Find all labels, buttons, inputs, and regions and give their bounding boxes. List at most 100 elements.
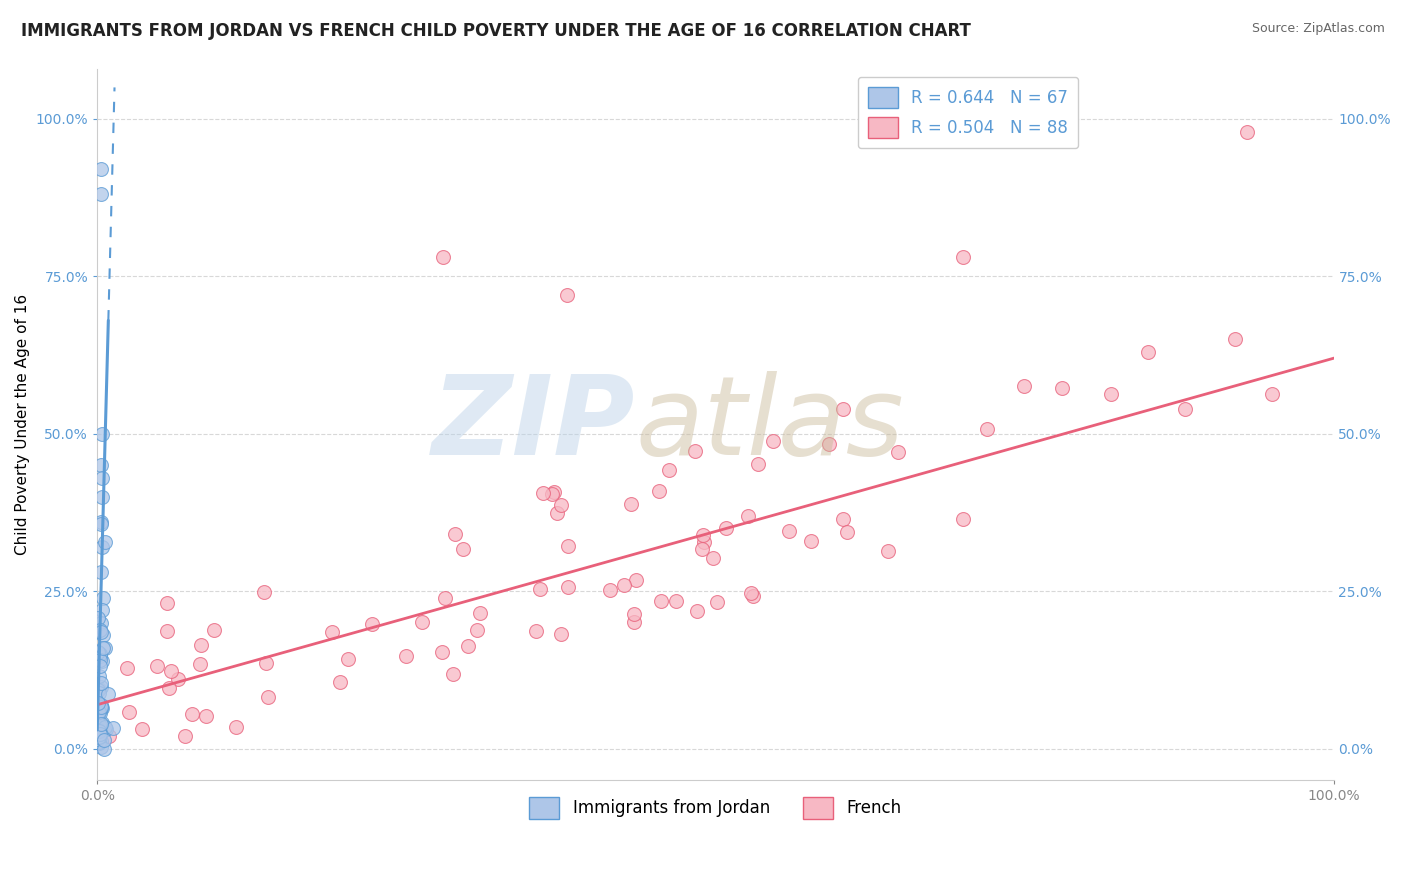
Point — [87, 611, 110, 625]
Point — [457, 639, 479, 653]
Point — [93, 720, 115, 734]
Point — [613, 577, 636, 591]
Legend: Immigrants from Jordan, French: Immigrants from Jordan, French — [523, 790, 908, 825]
Point — [546, 506, 568, 520]
Point — [778, 524, 800, 538]
Point — [1137, 345, 1160, 359]
Point — [557, 539, 579, 553]
Point — [89, 735, 111, 749]
Point — [94, 534, 117, 549]
Point — [101, 721, 124, 735]
Point — [91, 701, 114, 715]
Point — [976, 422, 998, 436]
Point — [145, 658, 167, 673]
Point — [626, 573, 648, 587]
Point — [1260, 386, 1282, 401]
Point — [90, 681, 112, 695]
Point — [714, 521, 737, 535]
Point — [690, 542, 713, 557]
Point — [86, 716, 108, 731]
Point — [91, 490, 114, 504]
Point — [1174, 401, 1197, 416]
Point — [87, 682, 110, 697]
Point — [706, 595, 728, 609]
Point — [202, 624, 225, 638]
Point — [90, 624, 112, 639]
Point — [1099, 387, 1122, 401]
Point — [430, 645, 453, 659]
Point — [1223, 332, 1246, 346]
Point — [98, 729, 121, 743]
Text: atlas: atlas — [636, 371, 904, 478]
Point — [1050, 381, 1073, 395]
Point — [529, 582, 551, 596]
Point — [194, 708, 217, 723]
Point — [190, 638, 212, 652]
Point — [90, 162, 112, 177]
Point — [623, 615, 645, 629]
Point — [623, 607, 645, 622]
Point — [87, 732, 110, 747]
Point — [86, 645, 108, 659]
Point — [97, 687, 120, 701]
Point — [89, 648, 111, 663]
Point — [87, 720, 110, 734]
Point — [89, 728, 111, 742]
Point — [157, 681, 180, 695]
Point — [647, 483, 669, 498]
Point — [90, 515, 112, 529]
Point — [321, 625, 343, 640]
Point — [253, 584, 276, 599]
Point — [155, 596, 177, 610]
Point — [832, 402, 855, 417]
Point — [174, 729, 197, 743]
Point — [835, 524, 858, 539]
Point — [657, 463, 679, 477]
Point — [524, 624, 547, 638]
Point — [702, 551, 724, 566]
Point — [90, 716, 112, 731]
Point — [166, 672, 188, 686]
Point — [90, 517, 112, 532]
Point — [762, 434, 785, 448]
Point — [441, 666, 464, 681]
Point — [91, 640, 114, 655]
Point — [329, 675, 352, 690]
Point — [451, 541, 474, 556]
Point — [90, 739, 112, 754]
Point — [90, 700, 112, 714]
Point — [86, 696, 108, 710]
Point — [1014, 378, 1036, 392]
Point — [90, 701, 112, 715]
Point — [94, 723, 117, 737]
Point — [361, 616, 384, 631]
Point — [87, 724, 110, 739]
Point — [740, 586, 762, 600]
Point — [87, 730, 110, 744]
Point — [256, 690, 278, 705]
Point — [336, 651, 359, 665]
Point — [665, 594, 688, 608]
Point — [543, 484, 565, 499]
Point — [599, 583, 621, 598]
Point — [90, 458, 112, 473]
Point — [89, 653, 111, 667]
Point — [156, 624, 179, 638]
Point — [90, 733, 112, 747]
Point — [93, 591, 115, 605]
Point — [93, 733, 115, 747]
Point — [89, 719, 111, 733]
Point — [91, 654, 114, 668]
Point — [531, 485, 554, 500]
Point — [832, 511, 855, 525]
Point — [87, 717, 110, 731]
Point — [394, 648, 416, 663]
Point — [87, 736, 110, 750]
Point — [181, 707, 204, 722]
Point — [465, 624, 488, 638]
Point — [952, 251, 974, 265]
Point — [443, 526, 465, 541]
Point — [90, 566, 112, 580]
Point — [160, 665, 183, 679]
Point — [90, 675, 112, 690]
